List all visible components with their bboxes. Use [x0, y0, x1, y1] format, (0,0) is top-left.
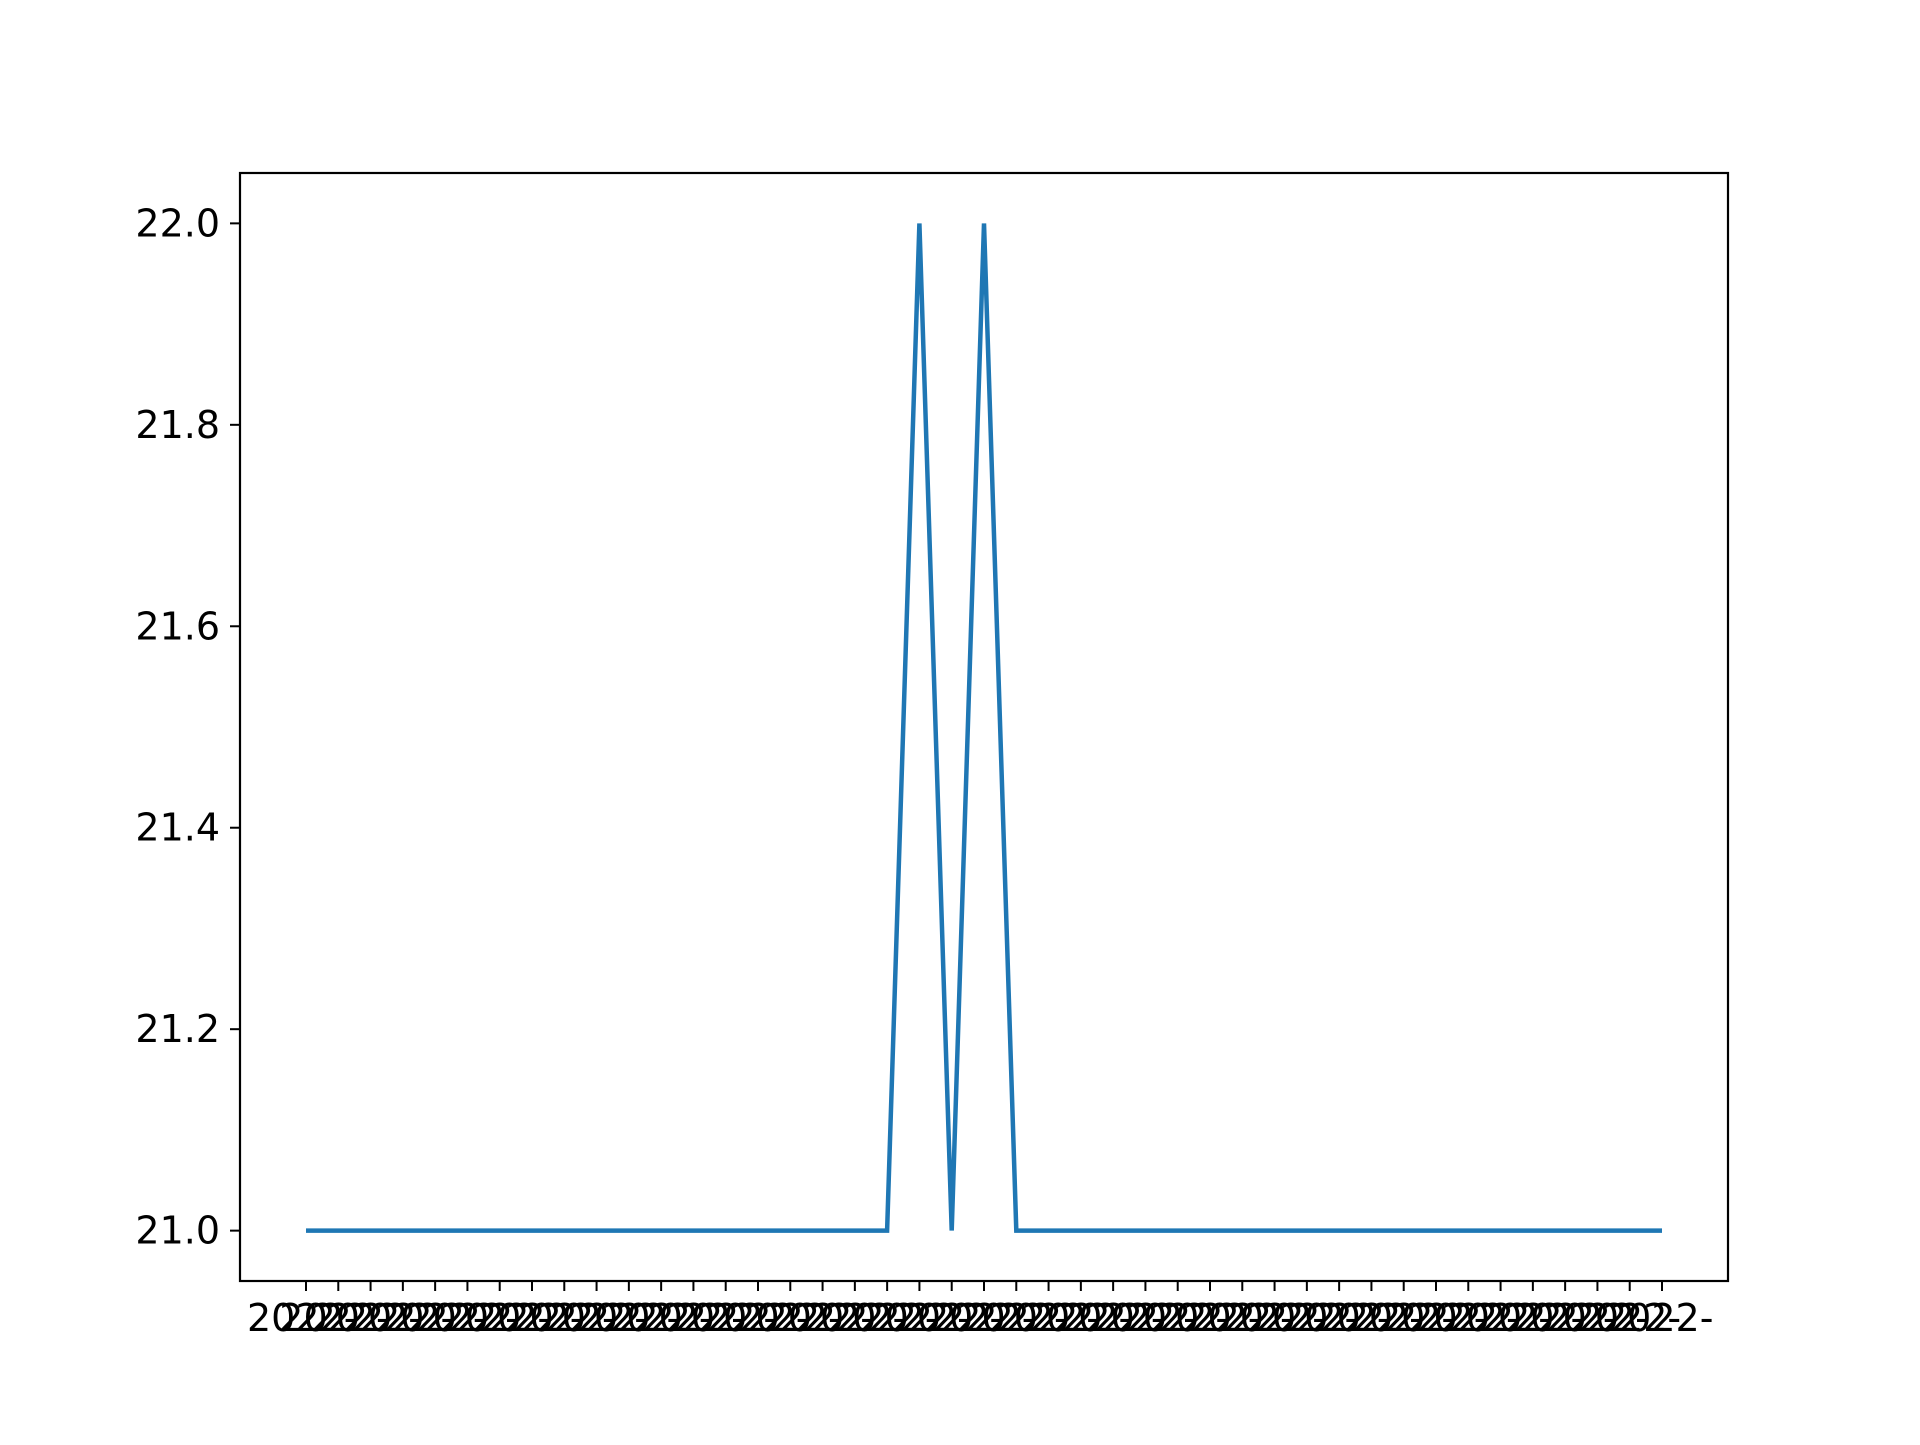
x-tick-label: 2022-: [634, 1296, 752, 1340]
y-tick-label: 21.8: [135, 403, 220, 447]
x-tick-label: 2022-: [1442, 1296, 1560, 1340]
x-tick-label: 2022-: [1345, 1296, 1463, 1340]
x-tick-label: 2022-: [957, 1296, 1075, 1340]
x-tick-label: 2022-: [1474, 1296, 1592, 1340]
x-tick-label: 2022-: [1086, 1296, 1204, 1340]
x-tick-label: 2022-: [1216, 1296, 1334, 1340]
x-tick-label: 2022-: [925, 1296, 1043, 1340]
x-tick-label: 2022-: [1119, 1296, 1237, 1340]
x-tick-label: 2022-: [247, 1296, 365, 1340]
axes-frame: [238, 171, 1730, 1283]
x-tick-label: 2022-: [1151, 1296, 1269, 1340]
series-line: [306, 223, 1662, 1233]
x-tick-label: 2022-: [1280, 1296, 1398, 1340]
x-tick-label: 2022-: [344, 1296, 462, 1340]
x-tick-label: 2022-: [312, 1296, 430, 1340]
x-tick-label: 2022-: [667, 1296, 785, 1340]
x-tick-label: 2022-: [1183, 1296, 1301, 1340]
x-tick-label: 2022-: [279, 1296, 397, 1340]
y-tick-label: 22.0: [135, 201, 220, 245]
y-tick-label: 21.2: [135, 1007, 220, 1051]
x-tick-label: 2022-: [1022, 1296, 1140, 1340]
y-axis: 21.0 21.2 21.4 21.6 21.8 22.0: [135, 201, 240, 1253]
x-tick-label: 2022-: [602, 1296, 720, 1340]
x-tick-label: 2022-: [1409, 1296, 1527, 1340]
x-tick-label: 2022-: [1506, 1296, 1624, 1340]
x-tick-label: 2022-: [376, 1296, 494, 1340]
x-tick-label: 2022-: [796, 1296, 914, 1340]
x-tick-label: 2022-: [1377, 1296, 1495, 1340]
x-tick-label: 2022-: [1571, 1296, 1689, 1340]
y-tick-label: 21.6: [135, 604, 220, 648]
x-tick-label: 2022-: [828, 1296, 946, 1340]
x-tick-label: 2022-: [893, 1296, 1011, 1340]
x-tick-label: 2022-: [731, 1296, 849, 1340]
x-tick-label: 2022-: [764, 1296, 882, 1340]
x-tick-label: 2022-: [1312, 1296, 1430, 1340]
x-tick-label: 2022-: [441, 1296, 559, 1340]
x-tick-label: 2022-: [1538, 1296, 1656, 1340]
x-tick-label: 2022-: [1054, 1296, 1172, 1340]
x-tick-label: 2022-: [1603, 1296, 1721, 1340]
x-tick-label: 2022-: [505, 1296, 623, 1340]
y-tick-label: 21.0: [135, 1209, 220, 1253]
x-axis: 2022- 2022- 2022- 2022- 2022- 2022- 2022…: [247, 1281, 1721, 1340]
x-tick-label: 2022-: [1248, 1296, 1366, 1340]
y-tick-label: 21.4: [135, 806, 220, 850]
x-tick-label: 2022-: [473, 1296, 591, 1340]
x-tick-label: 2022-: [408, 1296, 526, 1340]
x-tick-label: 2022-: [570, 1296, 688, 1340]
x-tick-label: 2022-: [699, 1296, 817, 1340]
series-group: [306, 223, 1662, 1233]
x-tick-label: 2022-: [538, 1296, 656, 1340]
x-tick-label: 2022-: [860, 1296, 978, 1340]
x-tick-label: 2022-: [990, 1296, 1108, 1340]
